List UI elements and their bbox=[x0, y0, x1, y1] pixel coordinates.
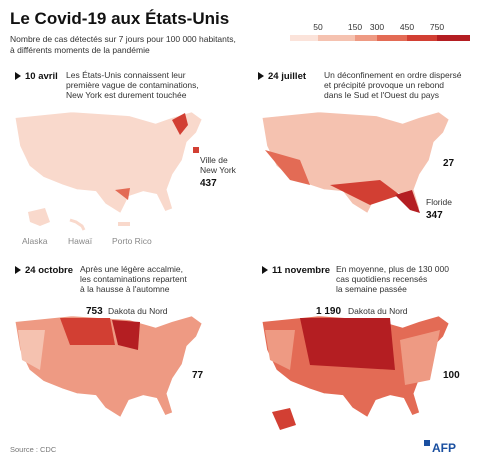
legend-tick: 300 bbox=[370, 22, 384, 32]
legend-tick: 150 bbox=[348, 22, 362, 32]
territory: Alaska bbox=[22, 236, 48, 246]
legend: 50 150 300 450 750 bbox=[290, 22, 470, 41]
panel: 10 avril Les États-Unis connaissent leur… bbox=[14, 70, 237, 246]
subtitle: à différents moments de la pandémie bbox=[10, 45, 150, 55]
callout-label: New York bbox=[200, 165, 237, 175]
callout-value: 77 bbox=[192, 370, 204, 381]
panel-date: 24 juillet bbox=[268, 71, 307, 82]
panel-text: première vague de contaminations, bbox=[66, 80, 199, 90]
source: Source : CDC bbox=[10, 445, 57, 454]
panel-text: New York est durement touchée bbox=[66, 90, 187, 100]
logo: AFP bbox=[432, 441, 456, 455]
callout-label: Ville de bbox=[200, 155, 228, 165]
callout-value: 753 bbox=[86, 306, 103, 317]
panel: 24 octobre Après une légère accalmie, le… bbox=[14, 264, 204, 418]
panel-text: En moyenne, plus de 130 000 bbox=[336, 264, 449, 274]
callout-value: 27 bbox=[443, 158, 455, 169]
panel-text: Un déconfinement en ordre dispersé bbox=[324, 70, 462, 80]
panel-text: la semaine passée bbox=[336, 284, 407, 294]
panel-text: cas quotidiens recensés bbox=[336, 274, 427, 284]
map bbox=[14, 111, 203, 214]
panel-text: Après une légère accalmie, bbox=[80, 264, 183, 274]
panel-date: 11 novembre bbox=[272, 265, 330, 276]
panel-text: dans le Sud et l'Ouest du pays bbox=[324, 90, 439, 100]
panel-text: les contaminations repartent bbox=[80, 274, 187, 284]
panel-date: 24 octobre bbox=[25, 265, 73, 276]
panel: 24 juillet Un déconfinement en ordre dis… bbox=[258, 70, 462, 221]
legend-tick: 450 bbox=[400, 22, 414, 32]
legend-tick: 50 bbox=[313, 22, 323, 32]
callout-label: Floride bbox=[426, 197, 452, 207]
panel-date: 10 avril bbox=[25, 71, 58, 82]
panel-text: et précipité provoque un rebond bbox=[324, 80, 444, 90]
territory: Porto Rico bbox=[112, 236, 152, 246]
callout-value: 1 190 bbox=[316, 306, 341, 317]
callout-value: 100 bbox=[443, 370, 460, 381]
subtitle: Nombre de cas détectés sur 7 jours pour … bbox=[10, 34, 236, 44]
callout-value: 437 bbox=[200, 178, 217, 189]
title: Le Covid-19 aux États-Unis bbox=[10, 9, 229, 28]
legend-tick: 750 bbox=[430, 22, 444, 32]
panel-text: Les États-Unis connaissent leur bbox=[66, 70, 186, 80]
callout-label: Dakota du Nord bbox=[108, 306, 168, 316]
callout-label: Dakota du Nord bbox=[348, 306, 408, 316]
callout-value: 347 bbox=[426, 210, 443, 221]
panel-text: à la hausse à l'automne bbox=[80, 284, 170, 294]
panel: 11 novembre En moyenne, plus de 130 000 … bbox=[261, 264, 460, 430]
territory: Hawaï bbox=[68, 236, 93, 246]
